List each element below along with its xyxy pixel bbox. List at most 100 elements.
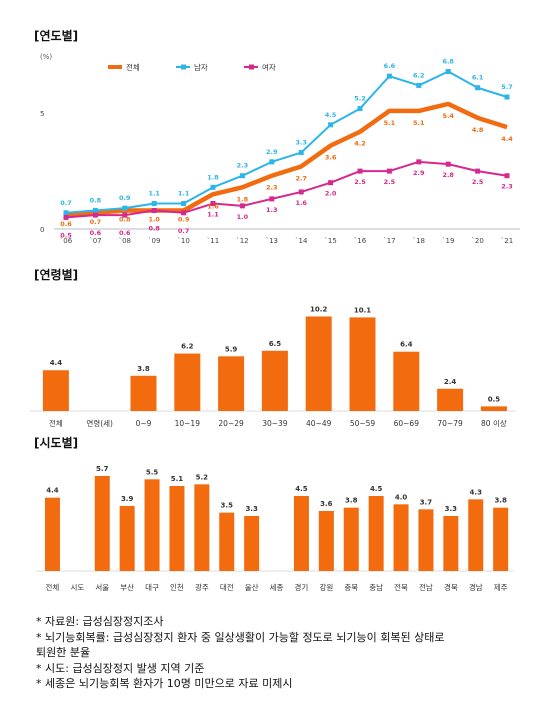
data-label: 3.3: [295, 139, 307, 147]
data-label: 1.8: [237, 195, 249, 203]
data-label: 1.0: [148, 215, 160, 223]
category-label: 광주: [195, 582, 209, 592]
data-point: [151, 207, 157, 213]
category-label: 20~29: [218, 419, 244, 428]
category-label: 경남: [469, 582, 483, 592]
bar-value-label: 2.4: [444, 378, 457, 386]
region-bar-chart: 4.4 전체 시도 5.7 서울 3.9 부산 5.5 대구 5.1 인천 5.2 광주 3.5 대전 3.3…: [36, 465, 514, 592]
category-label: 시도: [70, 583, 84, 592]
category-label: 제주: [494, 583, 508, 592]
category-label: 충남: [369, 583, 383, 592]
legend-label: 여자: [262, 62, 276, 72]
data-point: [63, 210, 69, 216]
bar: [343, 507, 359, 571]
data-label: 2.5: [384, 178, 396, 186]
data-label: 2.9: [413, 169, 425, 177]
bar-value-label: 4.5: [295, 485, 308, 493]
bar: [94, 476, 110, 571]
data-label: 2.0: [325, 190, 337, 198]
data-label: 6.2: [413, 71, 425, 79]
category-label: 인천: [170, 582, 184, 592]
bar-value-label: 3.8: [345, 497, 358, 505]
data-label: 2.8: [442, 171, 454, 179]
data-point: [122, 205, 128, 211]
footnotes: * 자료원: 급성심장정지조사 * 뇌기능회복률: 급성심장정지 환자 중 일상…: [36, 614, 536, 692]
data-point: [475, 168, 481, 174]
bar: [393, 351, 420, 411]
legend-marker: [249, 64, 254, 70]
bar-value-label: 6.5: [269, 340, 282, 348]
x-tick-label: `21: [501, 237, 513, 245]
data-label: 2.5: [354, 178, 366, 186]
category-label: 전체: [49, 418, 63, 428]
data-label: 3.6: [325, 154, 337, 162]
data-point: [239, 173, 245, 179]
x-tick-label: `06: [60, 237, 73, 245]
bar: [144, 479, 160, 571]
category-label: 70~79: [437, 419, 463, 428]
bar-value-label: 4.3: [470, 488, 483, 496]
bar-value-label: 5.2: [196, 473, 209, 481]
bar-value-label: 3.6: [320, 500, 333, 508]
data-label: 1.3: [266, 206, 278, 214]
x-tick-label: `10: [177, 237, 189, 245]
data-point: [357, 168, 363, 174]
data-point: [445, 161, 451, 167]
data-label: 0.6: [119, 229, 131, 237]
bar: [174, 353, 201, 411]
category-label: 부산: [120, 582, 134, 592]
bar-value-label: 6.2: [181, 343, 194, 351]
bar-value-label: 4.4: [46, 487, 59, 495]
data-label: 2.9: [266, 148, 278, 156]
x-tick-label: `09: [148, 237, 160, 245]
data-point: [181, 210, 187, 216]
data-label: 6.6: [384, 62, 396, 70]
category-label: 10~19: [175, 419, 201, 428]
data-label: 0.7: [60, 199, 72, 207]
bar: [194, 484, 210, 571]
x-tick-label: `19: [442, 237, 454, 245]
bar-value-label: 3.9: [121, 495, 134, 503]
data-label: 0.6: [90, 229, 102, 237]
data-point: [416, 82, 422, 88]
category-label: 0~9: [136, 419, 152, 428]
region-chart-title: [시도별]: [34, 436, 79, 450]
category-label: 경북: [444, 582, 458, 592]
data-point: [298, 150, 304, 156]
data-point: [386, 168, 392, 174]
x-tick-label: `15: [324, 237, 336, 245]
category-label: 대전: [220, 582, 234, 592]
data-label: 4.5: [325, 111, 337, 119]
data-point: [63, 214, 69, 220]
data-label: 6.1: [472, 74, 484, 82]
data-label: 0.9: [178, 215, 190, 223]
data-label: 1.6: [207, 202, 219, 210]
data-point: [475, 85, 481, 91]
data-point: [445, 69, 451, 75]
bar-value-label: 3.8: [494, 497, 507, 505]
bar: [44, 497, 60, 571]
data-point: [239, 203, 245, 209]
data-point: [151, 201, 157, 207]
data-point: [328, 122, 334, 128]
data-label: 6.8: [442, 58, 454, 66]
data-label: 2.3: [237, 162, 249, 170]
bar-value-label: 4.5: [370, 485, 383, 493]
category-label: 대구: [145, 583, 159, 592]
bar: [42, 370, 69, 411]
data-point: [210, 184, 216, 190]
category-label: 경기: [295, 582, 309, 592]
data-label: 0.7: [178, 227, 190, 235]
x-tick-label: `16: [354, 237, 367, 245]
data-label: 0.8: [119, 215, 131, 223]
category-label: 40~49: [306, 419, 332, 428]
data-label: 5.4: [442, 112, 454, 120]
data-point: [210, 201, 216, 207]
bar: [244, 516, 260, 571]
yearly-line-chart: (%) 0 5 `06 `07 `08 `09 `10 `11 `12 `13 `14 `15 `16 `1…: [40, 53, 520, 245]
data-label: 2.3: [501, 183, 513, 191]
data-point: [92, 212, 98, 218]
x-tick-label: `20: [471, 237, 483, 245]
data-label: 2.7: [295, 174, 307, 182]
bar: [443, 516, 459, 571]
